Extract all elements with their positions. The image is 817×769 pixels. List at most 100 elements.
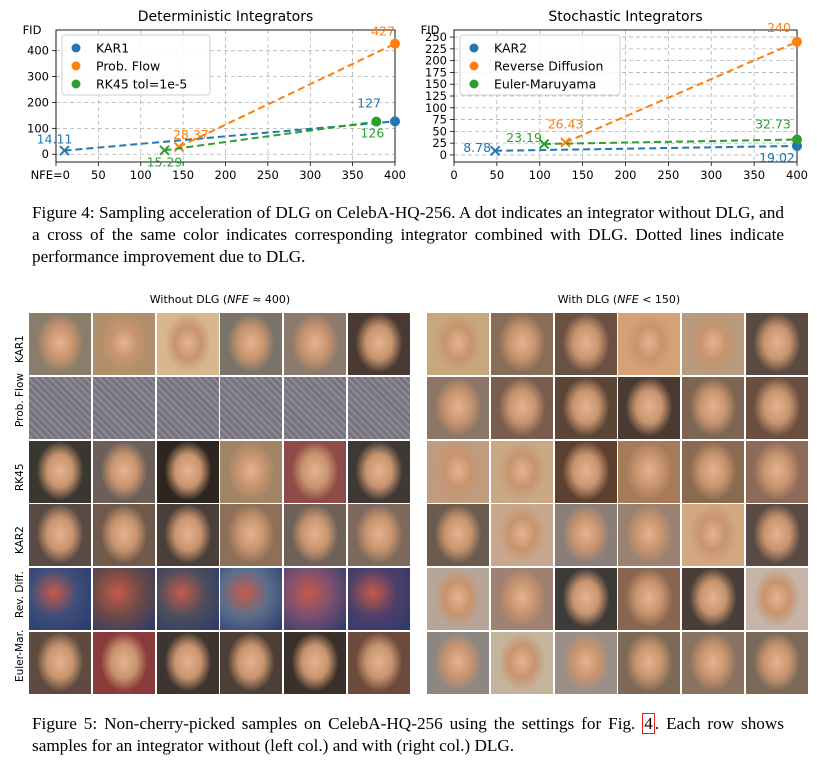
sample-image-with-dlg xyxy=(490,440,553,503)
figure-5-caption-text-b: . Each row shows samples for an integrat… xyxy=(32,714,784,755)
sample-image-with-dlg xyxy=(618,440,681,503)
cross-stroke xyxy=(560,137,571,148)
chart-title: Stochastic Integrators xyxy=(548,9,702,25)
base-value-label-2: 32.73 xyxy=(755,116,791,131)
sample-image-without-dlg xyxy=(156,632,219,694)
sample-image-without-dlg xyxy=(348,376,410,439)
sample-image-without-dlg xyxy=(284,504,347,567)
row-label: KAR2 xyxy=(14,526,26,555)
with-dlg-cross-1 xyxy=(560,137,571,148)
sample-image-with-dlg xyxy=(427,376,489,439)
figure-4-reference-link[interactable]: 4 xyxy=(642,713,655,734)
base-value-label-1: 240 xyxy=(767,20,791,35)
without-dlg-dot-1 xyxy=(792,36,802,47)
without-dlg-title-nfe: NFE xyxy=(227,293,249,306)
row-label: KAR1 xyxy=(14,335,26,363)
sample-image-with-dlg xyxy=(427,313,489,375)
sample-image-without-dlg xyxy=(348,504,410,567)
sample-image-without-dlg xyxy=(284,440,347,503)
sample-image-with-dlg xyxy=(490,568,553,631)
cross-stroke xyxy=(59,145,70,156)
y-axis-label: FID xyxy=(421,23,440,37)
y-tick-label: 0 xyxy=(440,148,447,162)
with-dlg-title-nfe: NFE xyxy=(617,293,639,306)
dlg-value-label-1: 28.37 xyxy=(173,127,209,142)
y-tick-label: 150 xyxy=(425,77,447,91)
base-value-label-0: 19.02 xyxy=(759,150,795,165)
deterministic-chart-svg: NFE=0 50 100 150 200 250 300 350 400 0 100 200 300 40… xyxy=(23,9,406,182)
sample-image-without-dlg xyxy=(220,504,283,567)
sample-image-without-dlg xyxy=(220,376,283,439)
sample-image-with-dlg xyxy=(618,504,681,567)
plot-frame xyxy=(453,29,798,163)
without-dlg-dot-0 xyxy=(390,116,400,127)
with-dlg-cross-0 xyxy=(489,145,501,156)
x-tick-label: 0 xyxy=(450,168,457,182)
cross-stroke xyxy=(538,138,550,150)
sample-image-without-dlg xyxy=(92,568,155,631)
x-tick-label: 50 xyxy=(91,168,106,182)
dlg-value-label-0: 14.11 xyxy=(37,132,73,147)
base-value-label-2: 126 xyxy=(360,126,384,141)
legend-marker-1 xyxy=(71,61,81,71)
base-value-label-1: 427 xyxy=(371,24,395,39)
with-dlg-cross-0 xyxy=(59,145,70,156)
dlg-value-label-0: 8.78 xyxy=(463,140,491,155)
x-tick-label: 200 xyxy=(215,168,237,182)
series-line-2 xyxy=(164,120,377,152)
sample-image-with-dlg xyxy=(554,376,617,439)
sample-image-with-dlg xyxy=(427,568,489,631)
legend-marker-0 xyxy=(71,43,81,53)
y-tick-label: 175 xyxy=(425,65,447,79)
with-dlg-cross-2 xyxy=(538,138,550,150)
sample-image-without-dlg xyxy=(29,504,91,567)
x-tick-label: 150 xyxy=(172,168,194,182)
sample-image-with-dlg xyxy=(427,504,489,567)
dlg-value-label-2: 23.19 xyxy=(506,130,542,145)
sample-image-with-dlg xyxy=(682,376,745,439)
without-dlg-title-prefix: Without DLG ( xyxy=(149,293,228,306)
sample-image-with-dlg xyxy=(746,632,808,694)
without-dlg-dot-2 xyxy=(371,116,382,127)
sample-image-with-dlg xyxy=(746,568,808,631)
legend-marker-2 xyxy=(71,79,81,89)
without-dlg-dot-1 xyxy=(390,38,400,49)
sample-image-with-dlg xyxy=(490,376,553,439)
sample-image-with-dlg xyxy=(427,440,489,503)
sample-image-without-dlg xyxy=(348,440,410,503)
y-tick-label: 100 xyxy=(27,121,49,135)
sample-image-without-dlg xyxy=(284,313,347,375)
dlg-value-label-1: 26.43 xyxy=(548,116,584,131)
figure-4-caption: Figure 4: Sampling acceleration of DLG o… xyxy=(32,202,784,268)
legend-label-0: KAR1 xyxy=(96,41,129,56)
x-tick-label: 350 xyxy=(342,168,364,182)
sample-image-with-dlg xyxy=(618,313,681,375)
x-tick-label: 400 xyxy=(786,168,808,182)
x-tick-label: 100 xyxy=(529,168,551,182)
sample-image-with-dlg xyxy=(682,313,745,375)
sample-image-without-dlg xyxy=(29,568,91,631)
with-dlg-title-suffix: < 150) xyxy=(638,293,681,306)
sample-image-without-dlg xyxy=(348,313,410,375)
legend-label-1: Reverse Diffusion xyxy=(494,59,603,74)
sample-image-without-dlg xyxy=(92,632,155,694)
y-tick-label: 100 xyxy=(425,101,447,115)
dlg-value-label-2: 15.29 xyxy=(147,154,183,169)
series-line-2 xyxy=(544,138,798,145)
legend: KAR1 Prob. Flow RK45 tol=1e-5 xyxy=(61,34,211,96)
legend-label-0: KAR2 xyxy=(494,41,527,56)
sample-image-with-dlg xyxy=(746,376,808,439)
sample-image-without-dlg xyxy=(29,440,91,503)
y-tick-label: 400 xyxy=(27,44,49,58)
with-dlg-cross-1 xyxy=(173,141,185,153)
without-dlg-dot-2 xyxy=(792,134,802,145)
y-tick-label: 50 xyxy=(432,124,447,138)
sample-image-with-dlg xyxy=(427,632,489,694)
sample-image-without-dlg xyxy=(29,313,91,375)
row-label: Prob. Flow xyxy=(14,372,26,427)
sample-image-without-dlg xyxy=(92,313,155,375)
row-label: Euler-Mar. xyxy=(14,629,26,682)
chart-title: Deterministic Integrators xyxy=(138,9,314,25)
sample-image-with-dlg xyxy=(618,632,681,694)
legend-marker-1 xyxy=(469,61,479,71)
